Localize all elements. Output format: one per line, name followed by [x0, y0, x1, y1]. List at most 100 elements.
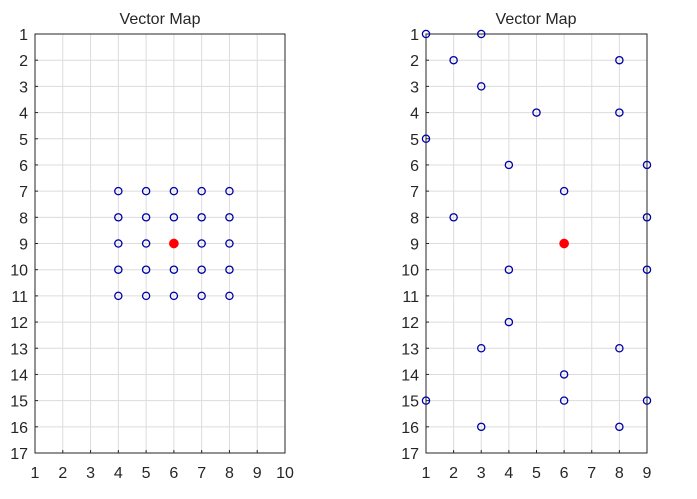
right-x-tick-label: 4: [504, 465, 513, 482]
left-y-tick-label: 2: [19, 53, 28, 70]
left-y-tick-label: 4: [19, 106, 28, 123]
right-vector-map-chart: Vector Map 1 2 3 4 5 6 7 8 912345678910111213141…: [401, 11, 651, 482]
right-data-point: [476, 82, 486, 91]
left-y-tick-label: 7: [19, 184, 28, 201]
right-data-point: [615, 108, 624, 117]
right-y-tick-label: 1: [410, 27, 419, 44]
right-data-point: [449, 55, 458, 65]
left-data-point: [197, 213, 206, 222]
left-data-point: [197, 265, 206, 274]
right-y-tick-label: 8: [410, 210, 419, 227]
right-y-tick-label: 3: [410, 79, 419, 96]
right-x-tick-label: 7: [587, 465, 596, 482]
right-x-tick-label: 6: [560, 465, 569, 482]
left-data-point: [169, 291, 179, 301]
left-x-tick-label: 5: [142, 465, 151, 482]
right-chart-title: Vector Map: [496, 11, 577, 28]
right-x-tick-label: 3: [477, 465, 486, 482]
right-y-tick-label: 10: [401, 263, 419, 280]
right-data-point: [532, 108, 541, 117]
right-x-tick-label: 8: [615, 465, 624, 482]
left-x-tick-label: 8: [225, 465, 234, 482]
right-x-tick-label: 5: [532, 465, 541, 482]
right-data-point: [421, 396, 431, 405]
left-y-tick-label: 11: [11, 289, 28, 306]
left-chart-title: Vector Map: [120, 11, 201, 28]
left-vector-map-chart: Vector Map 1 2 3 4 5 6 7 8 9 10123456789101112131…: [10, 11, 294, 482]
right-y-tick-label: 2: [410, 53, 419, 70]
left-y-tick-label: 5: [19, 132, 28, 149]
right-data-point: [476, 29, 486, 39]
left-x-tick-label: 2: [58, 465, 67, 482]
left-x-tick-label: 4: [114, 465, 123, 482]
left-data-point: [169, 186, 179, 196]
left-y-tick-label: 16: [10, 420, 28, 437]
left-y-tick-label: 6: [19, 158, 28, 175]
right-data-point: [421, 29, 431, 39]
left-y-tick-label: 13: [10, 341, 28, 358]
left-y-tick-label: 17: [10, 446, 28, 463]
right-y-tick-label: 9: [410, 237, 419, 254]
right-y-tick-label: 6: [410, 158, 419, 175]
right-data-point: [504, 317, 514, 327]
right-data-point: [559, 396, 569, 405]
left-data-point: [141, 213, 151, 222]
right-y-tick-label: 4: [410, 106, 419, 123]
left-y-tick-label: 3: [19, 79, 28, 96]
left-data-point: [197, 239, 206, 248]
right-y-tick-label: 11: [402, 289, 419, 306]
right-data-point: [476, 343, 486, 353]
right-data-point: [642, 213, 652, 222]
left-data-point: [114, 239, 123, 248]
right-data-point: [504, 265, 514, 274]
left-data-point: [225, 291, 234, 301]
right-data-point: [615, 422, 624, 432]
right-x-tick-label: 9: [643, 465, 652, 482]
left-x-tick-label: 10: [276, 465, 294, 482]
left-data-point: [225, 265, 234, 274]
left-data-point: [114, 265, 123, 274]
left-y-tick-label: 1: [19, 27, 28, 44]
right-y-tick-label: 17: [401, 446, 419, 463]
left-data-point: [225, 239, 234, 248]
left-data-point: [114, 213, 123, 222]
left-y-tick-label: 8: [19, 210, 28, 227]
right-y-tick-label: 16: [401, 420, 419, 437]
left-x-tick-label: 7: [197, 465, 206, 482]
left-data-point: [141, 186, 151, 196]
left-y-tick-label: 14: [10, 367, 28, 384]
right-data-point: [615, 343, 624, 353]
right-data-point: [504, 160, 514, 170]
right-y-tick-label: 14: [401, 367, 419, 384]
right-data-point: [642, 160, 652, 170]
right-data-point: [642, 396, 652, 405]
left-y-tick-label: 9: [19, 237, 28, 254]
left-data-point: [169, 213, 179, 222]
right-data-point: [559, 186, 569, 196]
right-data-point: [642, 265, 652, 274]
right-center-point: [559, 238, 569, 249]
right-y-tick-label: 5: [410, 132, 419, 149]
right-x-tick-label: 1: [422, 465, 431, 482]
right-y-tick-label: 12: [401, 315, 419, 332]
right-data-point: [421, 134, 431, 143]
left-center-point: [169, 238, 179, 249]
left-data-point: [197, 291, 206, 301]
left-data-point: [114, 186, 123, 196]
right-data-point: [559, 370, 569, 379]
left-data-point: [141, 291, 151, 301]
left-y-tick-label: 10: [10, 263, 28, 280]
left-data-point: [141, 239, 151, 248]
left-x-tick-label: 3: [86, 465, 95, 482]
left-x-tick-label: 1: [31, 465, 40, 482]
left-data-point: [197, 186, 206, 196]
left-data-point: [225, 213, 234, 222]
right-data-point: [476, 422, 486, 432]
right-x-tick-label: 2: [449, 465, 458, 482]
left-y-tick-label: 12: [10, 315, 28, 332]
right-data-point: [615, 55, 624, 65]
right-y-tick-label: 15: [401, 394, 419, 411]
left-x-tick-label: 9: [253, 465, 262, 482]
right-data-point: [449, 213, 458, 222]
